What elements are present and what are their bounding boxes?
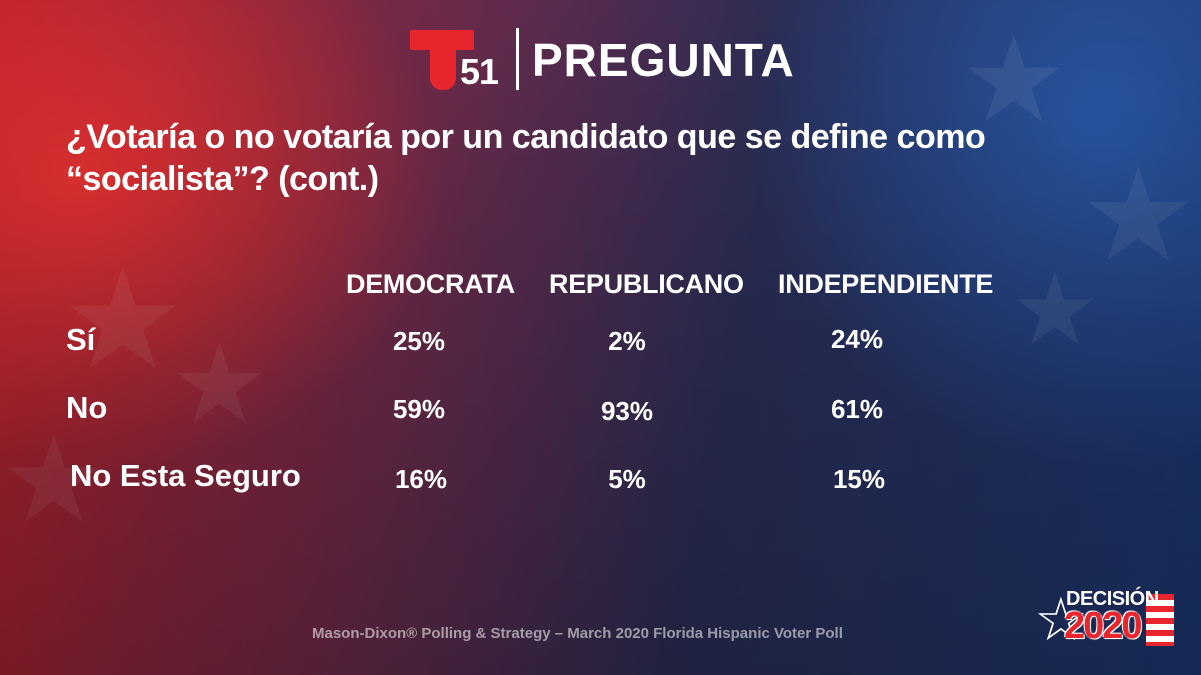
background-star-icon: ★: [960, 13, 1068, 147]
telemundo-51-logo: 51: [408, 24, 508, 92]
row-label-no-esta-seguro: No Esta Seguro: [70, 458, 301, 493]
logo-t-bar: [410, 30, 474, 50]
cell-no-independiente: 61%: [830, 394, 884, 424]
header-title: PREGUNTA: [532, 34, 795, 86]
cell-si-republicano: 2%: [608, 326, 646, 356]
cell-nes-republicano: 5%: [608, 464, 646, 494]
cell-si-democrata: 25%: [392, 326, 446, 356]
header-divider: [516, 28, 519, 90]
column-header-democrata: DEMOCRATA: [346, 269, 515, 299]
column-header-republicano: REPUBLICANO: [549, 269, 744, 299]
background-star-icon: ★: [0, 413, 108, 547]
row-label-no: No: [66, 390, 108, 425]
cell-si-independiente: 24%: [830, 324, 884, 354]
cell-nes-democrata: 16%: [394, 464, 448, 494]
column-header-independiente: INDEPENDIENTE: [778, 269, 994, 299]
cell-no-republicano: 93%: [600, 396, 654, 426]
background-star-icon: ★: [1080, 142, 1197, 288]
source-citation: Mason-Dixon® Polling & Strategy – March …: [312, 625, 843, 642]
logo-t-stem: [430, 44, 456, 90]
decision-2020-badge: ☆ DECISIÓN 2020: [1034, 586, 1176, 650]
cell-no-democrata: 59%: [392, 394, 446, 424]
row-label-si: Sí: [66, 322, 96, 357]
cell-nes-independiente: 15%: [832, 464, 886, 494]
background-star-icon: ★: [170, 323, 269, 446]
logo-number: 51: [460, 51, 499, 92]
badge-flag-stripes: [1146, 594, 1174, 646]
badge-star-icon: ☆: [1034, 586, 1088, 653]
question-text: ¿Votaría o no votaría por un candidato q…: [66, 118, 986, 198]
badge-word: DECISIÓN: [1066, 588, 1159, 610]
badge-year: 2020: [1064, 605, 1143, 647]
background-star-icon: ★: [60, 241, 186, 398]
background-star-icon: ★: [1010, 254, 1100, 366]
